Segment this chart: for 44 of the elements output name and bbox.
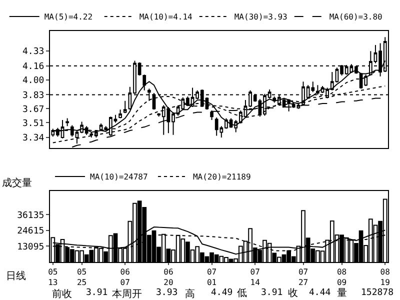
legend-label: MA(10)=24787 [90,172,148,182]
y-tick-label: 4.33 [22,47,44,58]
text: 量 [337,288,347,299]
text: 日线 [6,270,26,282]
text: 3.93 [156,288,178,298]
y-tick-label: 24615 [17,226,44,237]
y-tick-label: 4.00 [22,76,44,86]
x-tick-label: 06 20 [164,268,174,287]
text: 低 [237,288,247,299]
candlestick [118,109,122,119]
text: 3.91 [86,288,108,298]
y-tick-label: 3.34 [22,134,44,144]
x-tick-label: 07 27 [298,268,308,287]
text: 152878 [361,288,394,298]
candlestick [210,110,214,121]
candlestick [142,74,146,91]
y-tick-label: 3.67 [22,104,44,115]
x-tick-label: 06 07 [120,268,130,287]
y-axis-title: 成交量 [2,177,32,189]
text: 3.91 [261,288,283,298]
y-tick-label: 4.16 [22,62,44,72]
x-tick-label: 05 25 [76,268,87,287]
y-tick-label: 3.51 [22,118,44,129]
x-tick-label: 08 09 [336,268,347,287]
legend-label: MA(20)=21189 [192,172,251,182]
text: 收 [288,288,298,299]
legend-label: MA(30)=3.93 [234,12,288,22]
candlestick [123,100,127,114]
text: 前收 [52,288,72,300]
text: 4.49 [211,288,233,298]
x-tick-label: 07 14 [250,268,260,287]
x-tick-label: 07 01 [206,268,217,287]
candlestick [66,118,70,127]
x-tick-label: 05 13 [48,268,58,287]
legend-label: MA(60)=3.80 [329,12,383,22]
y-tick-label: 36135 [17,210,44,221]
x-tick-label: 08 19 [380,268,390,287]
legend-label: MA(10)=4.14 [139,12,193,22]
y-tick-label: 13095 [17,242,44,252]
y-tick-label: 3.83 [22,90,44,101]
legend-label: MA(5)=4.22 [44,12,93,22]
text: 本周开 [112,288,142,300]
text: 4.44 [309,288,331,298]
text: 高 [185,288,195,300]
